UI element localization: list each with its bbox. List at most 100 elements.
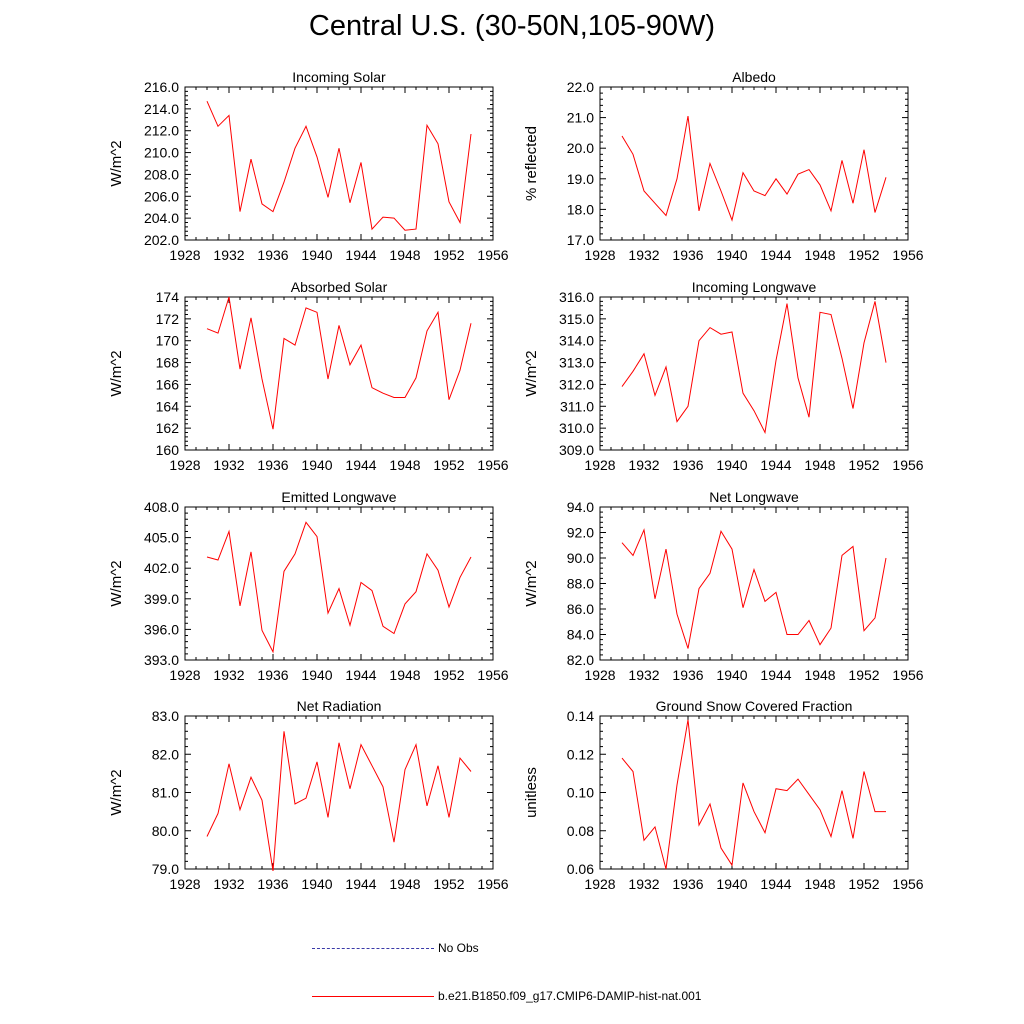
panel-albedo: 1928 1932 1936 1940 1944 1948 1952 1956 17.0 18.0…	[523, 69, 924, 263]
panel-ground-snow-covered-fraction: 1928 1932 1936 1940 1944 1948 1952 1956 0.06 0.08…	[523, 698, 924, 892]
y-axis-label: W/m^2	[108, 140, 125, 186]
y-tick-label: 408.0	[144, 499, 179, 515]
panel-title: Net Longwave	[709, 489, 799, 505]
panel-title: Net Radiation	[297, 698, 382, 714]
y-axis-label: W/m^2	[523, 560, 540, 606]
x-tick-label: 1928	[584, 247, 615, 263]
x-tick-label: 1944	[345, 247, 376, 263]
y-tick-label: 0.06	[567, 861, 594, 877]
y-tick-label: 0.12	[567, 746, 594, 762]
y-tick-label: 0.14	[567, 708, 594, 724]
x-tick-label: 1956	[892, 247, 923, 263]
x-tick-label: 1956	[477, 876, 508, 892]
x-tick-label: 1940	[716, 457, 747, 473]
x-tick-label: 1940	[301, 457, 332, 473]
y-tick-label: 162	[156, 420, 180, 436]
panel-emitted-longwave: 1928 1932 1936 1940 1944 1948 1952 1956 393.0 396…	[108, 489, 509, 683]
panel-title: Emitted Longwave	[281, 489, 396, 505]
plot-frame	[599, 296, 909, 451]
panel-title: Ground Snow Covered Fraction	[656, 698, 853, 714]
x-tick-label: 1932	[628, 457, 659, 473]
x-tick-label: 1956	[477, 457, 508, 473]
y-tick-label: 214.0	[144, 101, 179, 117]
x-tick-label: 1928	[169, 457, 200, 473]
series-line	[621, 301, 887, 435]
y-tick-label: 202.0	[144, 232, 179, 248]
x-tick-label: 1940	[716, 247, 747, 263]
y-tick-label: 79.0	[152, 861, 179, 877]
series-line	[206, 521, 472, 654]
y-tick-label: 166	[156, 376, 180, 392]
y-tick-label: 393.0	[144, 652, 179, 668]
y-tick-label: 18.0	[567, 201, 594, 217]
panel-net-longwave: 1928 1932 1936 1940 1944 1948 1952 1956 82.0 84.0…	[523, 489, 924, 683]
x-tick-label: 1932	[213, 457, 244, 473]
x-tick-label: 1948	[804, 457, 835, 473]
panel-incoming-longwave: 1928 1932 1936 1940 1944 1948 1952 1956 309.0 310…	[523, 279, 924, 473]
y-tick-label: 22.0	[567, 79, 594, 95]
y-tick-label: 402.0	[144, 560, 179, 576]
panel-incoming-solar: 1928 1932 1936 1940 1944 1948 1952 1956 202.0 204…	[108, 69, 509, 263]
x-tick-label: 1944	[760, 876, 791, 892]
panel-title: Albedo	[732, 69, 776, 85]
y-axis-label: % reflected	[523, 126, 540, 201]
y-tick-label: 314.0	[559, 333, 594, 349]
x-tick-label: 1928	[169, 876, 200, 892]
x-tick-label: 1928	[584, 667, 615, 683]
x-tick-label: 1944	[345, 457, 376, 473]
y-tick-label: 21.0	[567, 110, 594, 126]
x-tick-label: 1936	[257, 667, 288, 683]
x-tick-label: 1936	[672, 457, 703, 473]
y-tick-label: 164	[156, 398, 180, 414]
panel-title: Incoming Longwave	[692, 279, 817, 295]
y-tick-label: 311.0	[560, 398, 594, 414]
x-tick-label: 1932	[213, 247, 244, 263]
y-tick-label: 160	[156, 442, 180, 458]
plot-frame	[184, 506, 494, 661]
plot-frame	[184, 86, 494, 241]
x-tick-label: 1956	[477, 667, 508, 683]
y-tick-label: 204.0	[144, 210, 179, 226]
y-tick-label: 216.0	[144, 79, 179, 95]
x-tick-label: 1940	[716, 667, 747, 683]
x-tick-label: 1952	[848, 876, 879, 892]
series-line	[206, 100, 472, 231]
figure-title: Central U.S. (30-50N,105-90W)	[308, 10, 716, 42]
x-tick-label: 1952	[433, 247, 464, 263]
x-tick-label: 1932	[213, 667, 244, 683]
y-tick-label: 210.0	[144, 145, 179, 161]
y-axis-label: W/m^2	[523, 350, 540, 396]
y-tick-label: 0.08	[567, 823, 594, 839]
x-tick-label: 1956	[477, 247, 508, 263]
x-tick-label: 1952	[433, 667, 464, 683]
x-tick-label: 1940	[716, 876, 747, 892]
y-tick-label: 86.0	[567, 601, 594, 617]
y-tick-label: 84.0	[567, 627, 594, 643]
legend-swatch-solid	[312, 996, 434, 997]
y-tick-label: 206.0	[144, 188, 179, 204]
x-tick-label: 1948	[804, 667, 835, 683]
x-tick-label: 1948	[804, 247, 835, 263]
y-tick-label: 83.0	[152, 708, 179, 724]
plot-frame	[184, 715, 494, 870]
x-tick-label: 1944	[760, 247, 791, 263]
y-tick-label: 313.0	[559, 355, 594, 371]
x-tick-label: 1936	[672, 247, 703, 263]
x-tick-label: 1940	[301, 876, 332, 892]
panel-title: Incoming Solar	[292, 69, 386, 85]
x-tick-label: 1928	[169, 667, 200, 683]
x-tick-label: 1944	[760, 457, 791, 473]
y-tick-label: 92.0	[567, 525, 594, 541]
x-tick-label: 1952	[433, 457, 464, 473]
x-tick-label: 1944	[345, 667, 376, 683]
y-tick-label: 310.0	[559, 420, 594, 436]
x-tick-label: 1944	[345, 876, 376, 892]
y-tick-label: 17.0	[567, 232, 594, 248]
y-tick-label: 170	[156, 333, 180, 349]
x-tick-label: 1932	[213, 876, 244, 892]
x-tick-label: 1932	[628, 247, 659, 263]
x-tick-label: 1956	[892, 876, 923, 892]
y-tick-label: 174	[156, 289, 180, 305]
y-tick-label: 208.0	[144, 166, 179, 182]
x-tick-label: 1928	[584, 457, 615, 473]
